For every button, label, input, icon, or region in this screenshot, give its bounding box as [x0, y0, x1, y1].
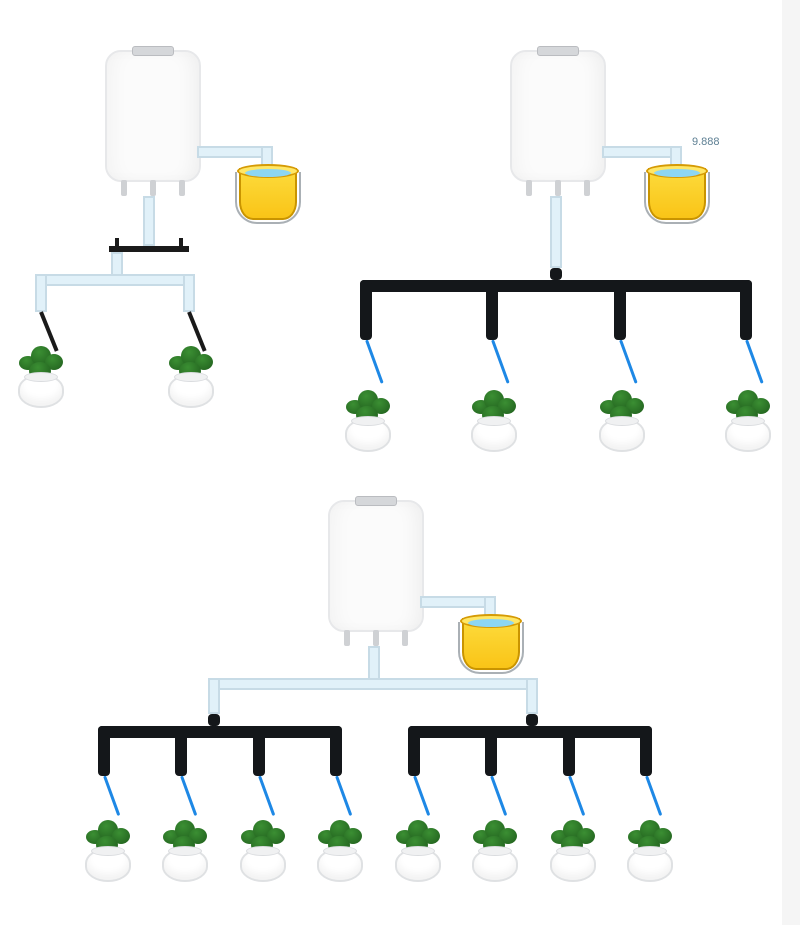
manifold-drop: [740, 280, 752, 340]
manifold-riser: [208, 714, 220, 726]
manifold-drop: [563, 726, 575, 776]
manifold-drop: [253, 726, 265, 776]
bucket-icon: [648, 168, 706, 220]
dripper-icon: [490, 775, 507, 815]
pipe-main-drop: [143, 196, 155, 246]
plant-icon: [720, 390, 776, 452]
manifold-drop: [486, 280, 498, 340]
dripper-icon: [103, 775, 120, 815]
manifold-riser: [550, 268, 562, 280]
pipe-primary-split: [208, 678, 538, 690]
plant-icon: [594, 390, 650, 452]
plant-icon: [545, 820, 601, 882]
pipe-main-drop: [368, 646, 380, 680]
panel-eight-plant: [98, 500, 683, 920]
manifold-drop: [485, 726, 497, 776]
pipe-branch: [111, 252, 123, 276]
plant-icon: [13, 346, 69, 408]
panel-two-plant: [35, 50, 355, 420]
plant-icon: [163, 346, 219, 408]
dripper-icon: [568, 775, 585, 815]
dripper-icon: [619, 339, 638, 383]
pipe-branch: [35, 274, 195, 286]
pipe-branch: [35, 274, 47, 312]
manifold-drop: [330, 726, 342, 776]
plant-icon: [622, 820, 678, 882]
dripper-icon: [645, 775, 662, 815]
tank-icon: [510, 50, 606, 182]
dripper-icon: [335, 775, 352, 815]
dripper-icon: [180, 775, 197, 815]
tee-connector: [115, 238, 119, 248]
plant-icon: [80, 820, 136, 882]
manifold-right: [408, 726, 652, 738]
plant-icon: [235, 820, 291, 882]
pipe-primary-split: [208, 678, 220, 714]
dripper-icon: [745, 339, 764, 383]
dripper-icon: [258, 775, 275, 815]
dripper-icon: [491, 339, 510, 383]
pipe-main-drop: [550, 196, 562, 268]
bucket-icon: [462, 618, 520, 670]
panel-four-plant: 9.888: [360, 50, 764, 470]
plant-icon: [312, 820, 368, 882]
manifold-drop: [614, 280, 626, 340]
bucket-icon: [239, 168, 297, 220]
tee-connector: [179, 238, 183, 248]
manifold-left: [98, 726, 342, 738]
pipe-branch: [183, 274, 195, 312]
manifold-drop: [98, 726, 110, 776]
plant-icon: [467, 820, 523, 882]
tank-icon: [105, 50, 201, 182]
diagram-stage: 9.888: [0, 0, 782, 925]
plant-icon: [466, 390, 522, 452]
manifold-main: [360, 280, 752, 292]
manifold-drop: [175, 726, 187, 776]
pipe-primary-split: [526, 678, 538, 714]
plant-icon: [390, 820, 446, 882]
manifold-drop: [640, 726, 652, 776]
manifold-drop: [408, 726, 420, 776]
tank-icon: [328, 500, 424, 632]
plant-icon: [157, 820, 213, 882]
dripper-icon: [365, 339, 384, 383]
plant-icon: [340, 390, 396, 452]
dripper-icon: [413, 775, 430, 815]
manifold-drop: [360, 280, 372, 340]
flow-value-label: 9.888: [692, 136, 720, 148]
manifold-riser: [526, 714, 538, 726]
